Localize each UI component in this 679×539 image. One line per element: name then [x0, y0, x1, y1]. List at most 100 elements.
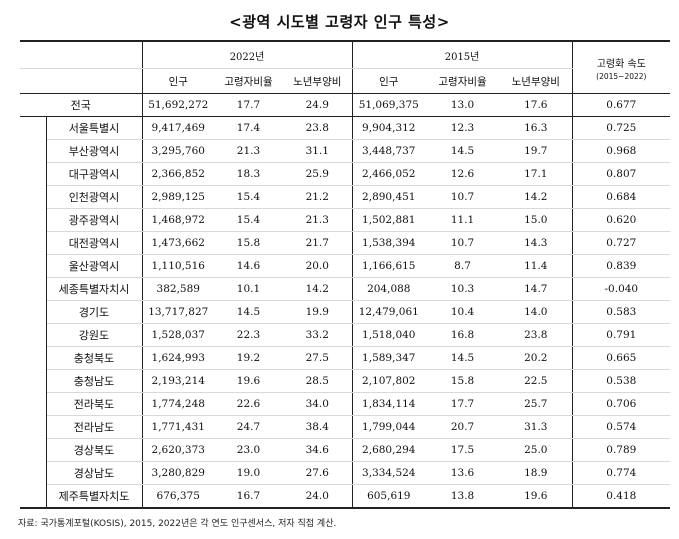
cell-ratio-2022: 19.0 [214, 461, 283, 485]
cell-dependency-2022: 31.1 [283, 139, 353, 163]
cell-pop-2015: 2,890,451 [352, 185, 426, 209]
cell-dependency-2015: 16.3 [500, 116, 573, 140]
region-name: 부산광역시 [46, 139, 143, 163]
cell-pop-2015: 1,166,615 [352, 254, 426, 278]
elderly-population-table: 2022년 2015년 고령화 속도 (2015~2022) 인구 고령자비율 … [20, 40, 671, 509]
cell-dependency-2015: 25.7 [500, 392, 573, 416]
cell-dependency-2015: 14.0 [500, 300, 573, 324]
table-title: <광역 시도별 고령자 인구 특성> [229, 13, 450, 31]
table-row: 전라북도 1,774,248 22.6 34.0 1,834,114 17.7 25.7 0.… [20, 392, 671, 416]
region-name: 광주광역시 [46, 208, 143, 232]
cell-dependency-2015: 19.6 [500, 484, 573, 509]
cell-pop-2015: 1,589,347 [352, 346, 426, 370]
cell-pop-2015: 1,518,040 [352, 323, 426, 347]
header-ratio-2022: 고령자비율 [214, 68, 283, 94]
cell-dependency-2022: 21.7 [283, 231, 353, 255]
cell-pop-2022: 676,375 [142, 484, 214, 509]
region-name: 경상남도 [46, 461, 143, 485]
cell-dependency-2022: 33.2 [283, 323, 353, 347]
cell-ratio-2022: 15.4 [214, 185, 283, 209]
cell-pop-2015: 1,834,114 [352, 392, 426, 416]
header-row-columns: 인구 고령자비율 노년부양비 인구 고령자비율 노년부양비 [20, 68, 670, 94]
region-name: 충청북도 [46, 346, 143, 370]
cell-dependency-2015: 11.4 [500, 254, 573, 278]
region-name: 충청남도 [46, 369, 143, 393]
cell-speed: 0.968 [572, 139, 671, 163]
cell-pop-2022: 1,624,993 [142, 346, 214, 370]
cell-pop-2015: 51,069,375 [352, 93, 426, 117]
header-corner [20, 40, 143, 69]
table-row: 강원도 1,528,037 22.3 33.2 1,518,040 16.8 23.8 0.7… [20, 323, 671, 347]
table-row: 세종특별자치시 382,589 10.1 14.2 204,088 10.3 14.7 -0.… [20, 277, 671, 301]
cell-ratio-2015: 10.3 [425, 277, 501, 301]
cell-dependency-2015: 17.6 [500, 93, 573, 117]
cell-pop-2022: 9,417,469 [142, 116, 214, 140]
cell-ratio-2015: 10.7 [425, 231, 501, 255]
cell-dependency-2015: 17.1 [500, 162, 573, 186]
cell-speed: 0.706 [572, 392, 671, 416]
cell-pop-2015: 9,904,312 [352, 116, 426, 140]
table-row: 전라남도 1,771,431 24.7 38.4 1,799,044 20.7 31.3 0.… [20, 415, 671, 439]
table-row: 제주특별자치도 676,375 16.7 24.0 605,619 13.8 19.6 0.4… [20, 484, 671, 509]
cell-ratio-2022: 17.7 [214, 93, 283, 117]
cell-ratio-2022: 15.8 [214, 231, 283, 255]
cell-pop-2015: 2,466,052 [352, 162, 426, 186]
cell-ratio-2022: 19.6 [214, 369, 283, 393]
cell-pop-2015: 605,619 [352, 484, 426, 509]
cell-pop-2022: 382,589 [142, 277, 214, 301]
cell-dependency-2022: 27.5 [283, 346, 353, 370]
cell-dependency-2015: 22.5 [500, 369, 573, 393]
cell-dependency-2015: 14.7 [500, 277, 573, 301]
source-note: 자료: 국가통계포털(KOSIS), 2015, 2022년은 각 연도 인구센… [18, 519, 337, 529]
cell-pop-2015: 2,680,294 [352, 438, 426, 462]
cell-ratio-2022: 24.7 [214, 415, 283, 439]
cell-ratio-2015: 12.3 [425, 116, 501, 140]
cell-pop-2015: 12,479,061 [352, 300, 426, 324]
cell-ratio-2015: 10.7 [425, 185, 501, 209]
cell-pop-2015: 3,448,737 [352, 139, 426, 163]
cell-ratio-2022: 22.6 [214, 392, 283, 416]
header-pop-2022: 인구 [142, 68, 214, 94]
header-2015: 2015년 [352, 40, 573, 69]
cell-dependency-2022: 14.2 [283, 277, 353, 301]
cell-pop-2015: 2,107,802 [352, 369, 426, 393]
cell-pop-2015: 204,088 [352, 277, 426, 301]
cell-dependency-2022: 25.9 [283, 162, 353, 186]
cell-dependency-2022: 28.5 [283, 369, 353, 393]
cell-dependency-2015: 14.2 [500, 185, 573, 209]
cell-dependency-2015: 15.0 [500, 208, 573, 232]
header-corner-lower [20, 68, 143, 94]
table-body: 전국 51,692,272 17.7 24.9 51,069,375 13.0 17.6 0.… [20, 93, 671, 509]
header-speed-period: (2015~2022) [596, 71, 647, 81]
cell-dependency-2022: 21.2 [283, 185, 353, 209]
cell-pop-2022: 2,193,214 [142, 369, 214, 393]
table-row: 울산광역시 1,110,516 14.6 20.0 1,166,615 8.7 11.4 0.… [20, 254, 671, 278]
cell-dependency-2015: 31.3 [500, 415, 573, 439]
cell-speed: 0.620 [572, 208, 671, 232]
cell-speed: 0.789 [572, 438, 671, 462]
region-name: 대전광역시 [46, 231, 143, 255]
cell-pop-2015: 1,538,394 [352, 231, 426, 255]
cell-ratio-2015: 8.7 [425, 254, 501, 278]
cell-ratio-2022: 21.3 [214, 139, 283, 163]
cell-speed: 0.665 [572, 346, 671, 370]
cell-pop-2022: 2,989,125 [142, 185, 214, 209]
cell-ratio-2022: 14.5 [214, 300, 283, 324]
table-row: 충청남도 2,193,214 19.6 28.5 2,107,802 15.8 22.5 0.… [20, 369, 671, 393]
cell-speed: 0.774 [572, 461, 671, 485]
cell-ratio-2022: 14.6 [214, 254, 283, 278]
indent-spacer [20, 116, 47, 509]
cell-ratio-2022: 18.3 [214, 162, 283, 186]
cell-pop-2022: 1,473,662 [142, 231, 214, 255]
cell-dependency-2015: 20.2 [500, 346, 573, 370]
cell-speed: 0.684 [572, 185, 671, 209]
region-name: 세종특별자치시 [46, 277, 143, 301]
region-name: 경기도 [46, 300, 143, 324]
region-name: 전국 [20, 93, 143, 117]
cell-ratio-2015: 15.8 [425, 369, 501, 393]
cell-pop-2015: 3,334,524 [352, 461, 426, 485]
cell-dependency-2022: 24.0 [283, 484, 353, 509]
table-row: 인천광역시 2,989,125 15.4 21.2 2,890,451 10.7 14.2 0… [20, 185, 671, 209]
table-row: 대전광역시 1,473,662 15.8 21.7 1,538,394 10.7 14.3 0… [20, 231, 671, 255]
header-ratio-2015: 고령자비율 [425, 68, 501, 94]
